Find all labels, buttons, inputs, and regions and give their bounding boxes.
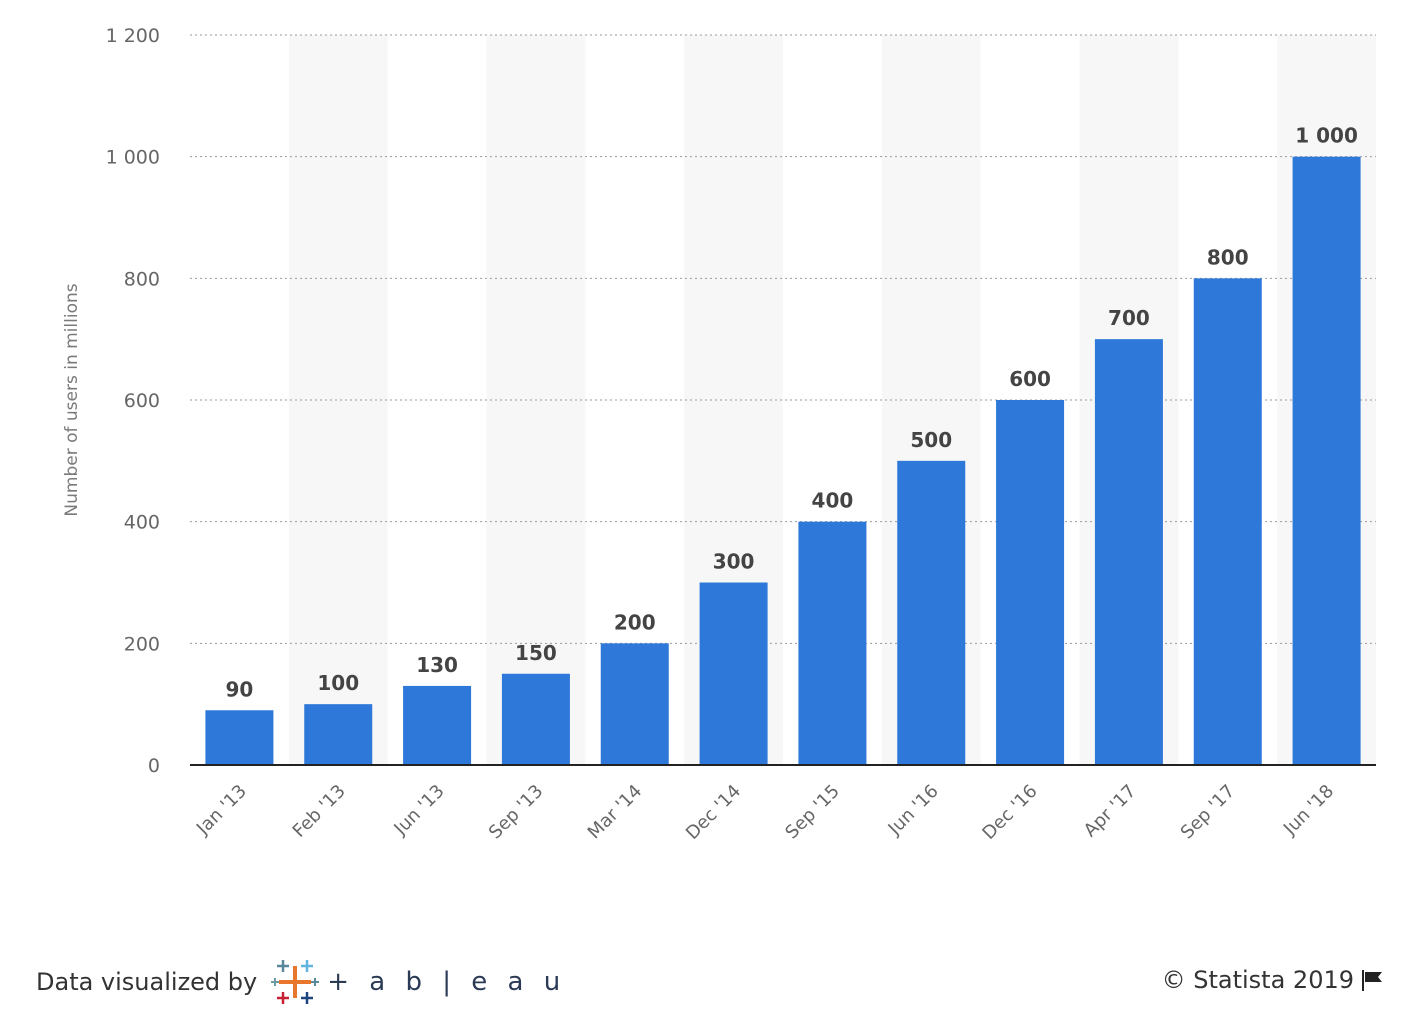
data-label: 500: [910, 428, 952, 452]
bar-chart: 0 200 400 600 800 1 000 1 200 Number of users …: [62, 25, 1376, 844]
x-tick-label: Jun '16: [884, 781, 943, 840]
data-label: 300: [713, 550, 755, 574]
x-tick-label: Dec '16: [978, 781, 1041, 844]
data-label: 700: [1108, 306, 1150, 330]
data-label: 1 000: [1295, 124, 1358, 148]
y-tick-label: 800: [124, 268, 160, 290]
data-label: 100: [317, 671, 359, 695]
data-label: 90: [225, 677, 253, 701]
y-tick-label: 400: [124, 512, 160, 534]
x-tick-label: Jan '13: [192, 781, 251, 840]
data-label: 600: [1009, 367, 1051, 391]
x-tick-label: Dec '14: [682, 781, 745, 844]
x-tick-label: Sep '17: [1177, 781, 1240, 844]
bar[interactable]: [600, 643, 669, 765]
bar[interactable]: [897, 460, 966, 765]
y-axis-title: Number of users in millions: [62, 283, 82, 516]
x-tick-label: Sep '13: [485, 781, 548, 844]
bar[interactable]: [1292, 156, 1361, 765]
data-label: 200: [614, 610, 656, 634]
footer-attribution: Data visualized by + a b | e a u: [36, 958, 566, 1006]
bar[interactable]: [699, 582, 768, 766]
flag-icon[interactable]: [1360, 968, 1386, 992]
data-label: 150: [515, 641, 557, 665]
x-tick-label: Jun '18: [1279, 781, 1338, 840]
band: [288, 35, 388, 765]
y-tick-label: 1 000: [106, 147, 160, 169]
y-tick-label: 600: [124, 390, 160, 412]
x-tick-label: Sep '15: [781, 781, 844, 844]
tableau-cross-icon: [271, 960, 320, 1004]
data-label: 400: [812, 489, 854, 513]
bar[interactable]: [403, 685, 472, 765]
x-tick-label: Jun '13: [389, 781, 448, 840]
y-tick-label: 1 200: [106, 25, 160, 47]
bar[interactable]: [996, 400, 1065, 765]
x-tick-label: Mar '14: [584, 781, 647, 844]
data-label: 800: [1207, 245, 1249, 269]
y-tick-label: 200: [124, 633, 160, 655]
bar[interactable]: [304, 704, 373, 765]
visualized-by-text: Data visualized by: [36, 968, 258, 996]
x-axis-labels: Jan '13 Feb '13 Jun '13 Sep '13 Mar '14 Dec '…: [192, 781, 1338, 844]
y-tick-label: 0: [148, 755, 160, 777]
bar[interactable]: [1094, 339, 1163, 765]
x-tick-label: Feb '13: [289, 781, 350, 842]
x-tick-label: Apr '17: [1080, 781, 1141, 842]
bar[interactable]: [205, 710, 274, 765]
y-axis-ticks: 0 200 400 600 800 1 000 1 200: [106, 25, 160, 777]
data-labels: 90 100 130 150 200 300 400 500 600 700 800 1 000: [225, 124, 1357, 702]
statista-credit[interactable]: © Statista 2019: [1161, 966, 1354, 994]
tableau-logo[interactable]: + a b | e a u: [271, 958, 566, 1006]
tableau-wordmark: + a b | e a u: [327, 967, 567, 997]
data-label: 130: [416, 653, 458, 677]
footer-credit: © Statista 2019: [1162, 966, 1386, 994]
bars: [205, 156, 1361, 766]
bar[interactable]: [501, 673, 570, 765]
bar[interactable]: [798, 521, 867, 765]
bar[interactable]: [1193, 278, 1262, 765]
